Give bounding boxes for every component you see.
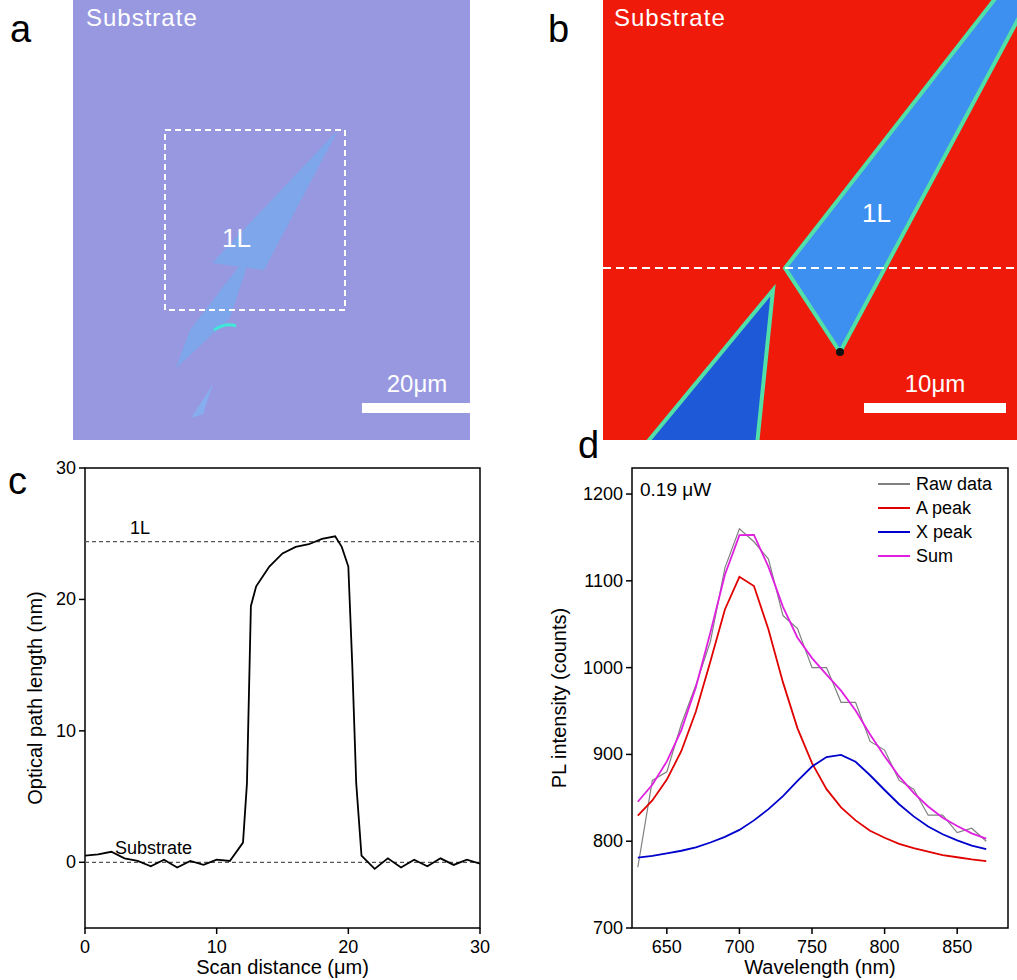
- plot-area: [85, 536, 480, 869]
- y-tick-label: 1000: [583, 658, 623, 678]
- x-tick-label: 0: [80, 937, 90, 957]
- y-tick-label: 1100: [584, 571, 623, 591]
- x-axis-title: Scan distance (μm): [196, 956, 369, 978]
- series-line: [638, 755, 986, 858]
- y-tick-label: 30: [56, 458, 76, 478]
- y-tick: [79, 599, 85, 601]
- x-tick-label: 800: [870, 937, 900, 957]
- x-tick: [348, 928, 350, 934]
- flake: [785, 0, 1017, 352]
- legend-entry: Raw data: [916, 474, 993, 494]
- image-a: [73, 0, 470, 440]
- annotation: 1L: [130, 518, 150, 538]
- y-tick: [79, 467, 85, 469]
- x-tick: [666, 928, 668, 934]
- x-tick: [739, 928, 741, 934]
- plot-frame: [632, 468, 1008, 928]
- label: Substrate: [614, 4, 726, 31]
- plot-area: [638, 529, 986, 868]
- y-tick-label: 20: [56, 589, 76, 609]
- legend-swatch: [878, 531, 910, 533]
- y-tick: [79, 862, 85, 864]
- flake: [645, 290, 773, 440]
- legend-entry: A peak: [916, 498, 972, 518]
- legend-entry: X peak: [916, 522, 973, 542]
- annotation: Substrate: [115, 838, 192, 858]
- image-b: [603, 0, 1017, 440]
- x-tick-label: 10: [207, 937, 227, 957]
- plot-frame: [85, 468, 480, 928]
- label: Substrate: [86, 4, 198, 31]
- data-line: [85, 536, 480, 869]
- y-tick-label: 0: [66, 852, 76, 872]
- flake: [176, 248, 253, 368]
- x-axis-title: Wavelength (nm): [744, 956, 896, 978]
- y-tick: [626, 493, 632, 495]
- x-tick: [956, 928, 958, 934]
- panel-letter: b: [548, 8, 569, 50]
- legend-entry: Sum: [916, 546, 953, 566]
- x-tick: [884, 928, 886, 934]
- scale-bar: [864, 403, 1006, 413]
- y-axis-title: Optical path length (nm): [24, 591, 46, 804]
- label: 1L: [222, 223, 251, 253]
- scale-bar: [362, 403, 472, 413]
- debris: [214, 325, 236, 330]
- y-tick-label: 900: [593, 744, 623, 764]
- y-tick: [626, 754, 632, 756]
- panel-letter: d: [578, 424, 599, 466]
- y-tick-label: 1200: [583, 484, 623, 504]
- series-line: [638, 529, 986, 868]
- y-tick-label: 700: [593, 918, 623, 938]
- particle: [836, 348, 844, 356]
- x-tick-label: 750: [797, 937, 827, 957]
- panel-letter: a: [10, 8, 32, 50]
- x-tick: [811, 928, 813, 934]
- reference-line: [85, 541, 480, 542]
- y-tick: [626, 840, 632, 842]
- legend-swatch: [878, 507, 910, 509]
- legend-swatch: [878, 555, 910, 557]
- legend-swatch: [878, 483, 910, 485]
- x-tick-label: 850: [942, 937, 972, 957]
- label: 1L: [862, 198, 891, 228]
- zoom-box: [165, 130, 345, 310]
- x-tick: [84, 928, 86, 934]
- y-tick: [626, 667, 632, 669]
- scan-line: [603, 267, 1017, 269]
- substrate: [73, 0, 470, 440]
- y-tick-label: 10: [56, 721, 76, 741]
- label: 10μm: [905, 370, 966, 397]
- x-tick-label: 30: [470, 937, 490, 957]
- figure: Substrate 1L 20μm a Substrate 1L 10μm b 0 10 20 30 0…: [0, 0, 1017, 980]
- annotation: 0.19 μW: [640, 479, 711, 500]
- panel-letter: c: [8, 460, 27, 502]
- y-tick: [626, 927, 632, 929]
- y-axis-title: PL intensity (counts): [548, 608, 570, 788]
- y-tick-label: 800: [593, 831, 623, 851]
- x-tick-label: 20: [338, 937, 358, 957]
- flake: [191, 384, 213, 418]
- flake: [212, 130, 338, 270]
- x-tick-label: 700: [724, 937, 754, 957]
- x-tick-label: 650: [652, 937, 682, 957]
- y-tick: [626, 580, 632, 582]
- y-tick: [79, 730, 85, 732]
- x-tick: [216, 928, 218, 934]
- x-tick: [479, 928, 481, 934]
- series-line: [638, 577, 986, 861]
- series-line: [638, 535, 986, 839]
- label: 20μm: [387, 370, 448, 397]
